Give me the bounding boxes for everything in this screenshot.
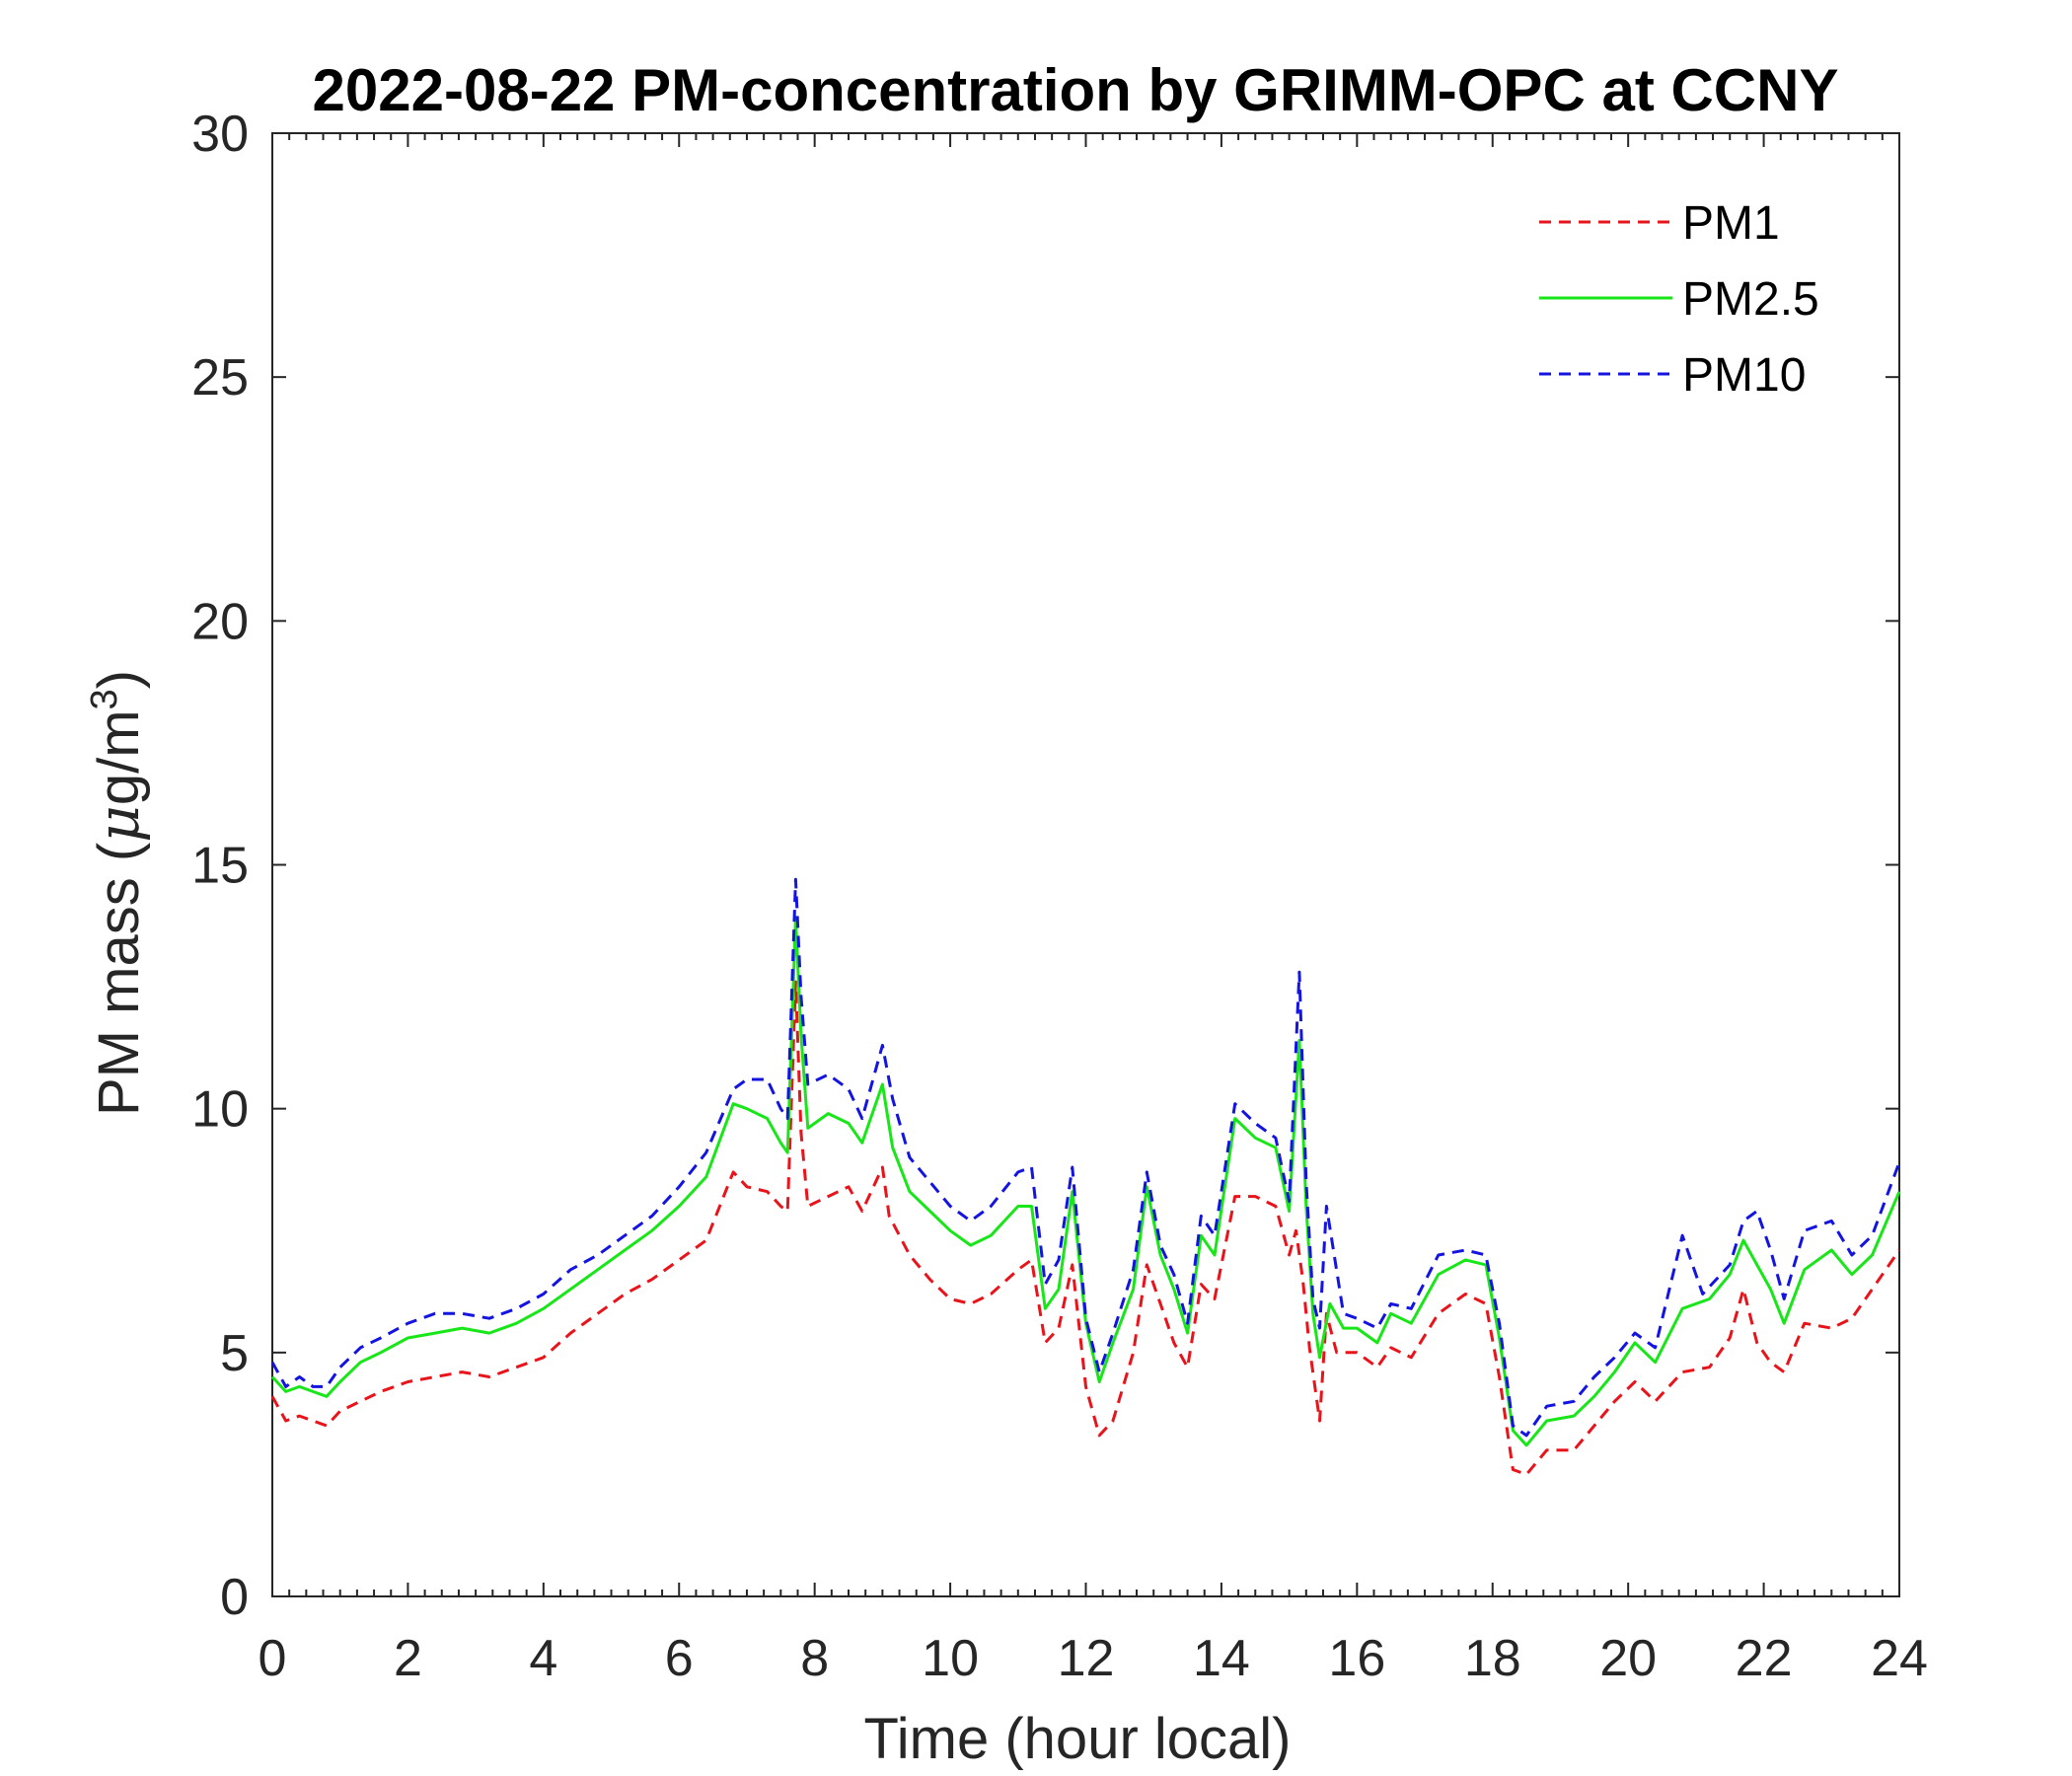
- series-line-pm25: [270, 917, 1901, 1447]
- major-ticks: [271, 132, 1900, 1597]
- series-line-pm1: [270, 980, 1901, 1476]
- y-axis-label-unit: g/m: [87, 709, 151, 805]
- legend-label-pm10: PM10: [1682, 349, 1806, 402]
- y-axis-label-sup: 3: [84, 689, 125, 709]
- x-tick-label: 2: [394, 1630, 422, 1687]
- legend-label-pm25: PM2.5: [1682, 273, 1819, 326]
- y-tick-label: 5: [220, 1325, 249, 1382]
- x-tick-label: 4: [529, 1630, 557, 1687]
- y-tick-label: 30: [191, 106, 249, 163]
- y-tick-label: 0: [220, 1569, 249, 1626]
- x-tick-label: 0: [259, 1630, 287, 1687]
- minor-ticks: [288, 133, 1884, 1596]
- chart-title: 2022-08-22 PM-concentration by GRIMM-OPC…: [313, 57, 1839, 123]
- x-tick-label: 8: [800, 1630, 829, 1687]
- x-tick-label: 16: [1328, 1630, 1385, 1687]
- legend-label-pm1: PM1: [1682, 197, 1780, 250]
- y-axis-label-main: PM mass (: [87, 843, 151, 1116]
- x-tick-label: 24: [1871, 1630, 1928, 1687]
- y-axis-label-close: ): [87, 670, 151, 689]
- x-tick-label: 14: [1193, 1630, 1250, 1687]
- x-tick-labels: 0 2 4 6 8 10 12 14 16 18 20 22 24: [259, 1630, 1928, 1687]
- y-tick-label: 15: [191, 838, 249, 895]
- x-tick-label: 18: [1464, 1630, 1521, 1687]
- legend: PM1 PM2.5 PM10: [1539, 197, 1819, 402]
- y-axis-label: PM mass (μg/m3): [84, 670, 152, 1116]
- x-tick-label: 12: [1058, 1630, 1115, 1687]
- x-tick-label: 22: [1736, 1630, 1793, 1687]
- y-axis-label-mu: μ: [85, 805, 152, 843]
- y-tick-label: 10: [191, 1081, 249, 1139]
- series-line-pm10: [270, 877, 1901, 1438]
- x-tick-label: 6: [665, 1630, 694, 1687]
- series-lines: [270, 877, 1901, 1476]
- y-tick-labels: 0 5 10 15 20 25 30: [191, 106, 249, 1626]
- y-tick-label: 25: [191, 349, 249, 407]
- y-tick-label: 20: [191, 593, 249, 650]
- x-tick-label: 10: [922, 1630, 979, 1687]
- x-tick-label: 20: [1599, 1630, 1657, 1687]
- x-axis-label: Time (hour local): [864, 1707, 1292, 1771]
